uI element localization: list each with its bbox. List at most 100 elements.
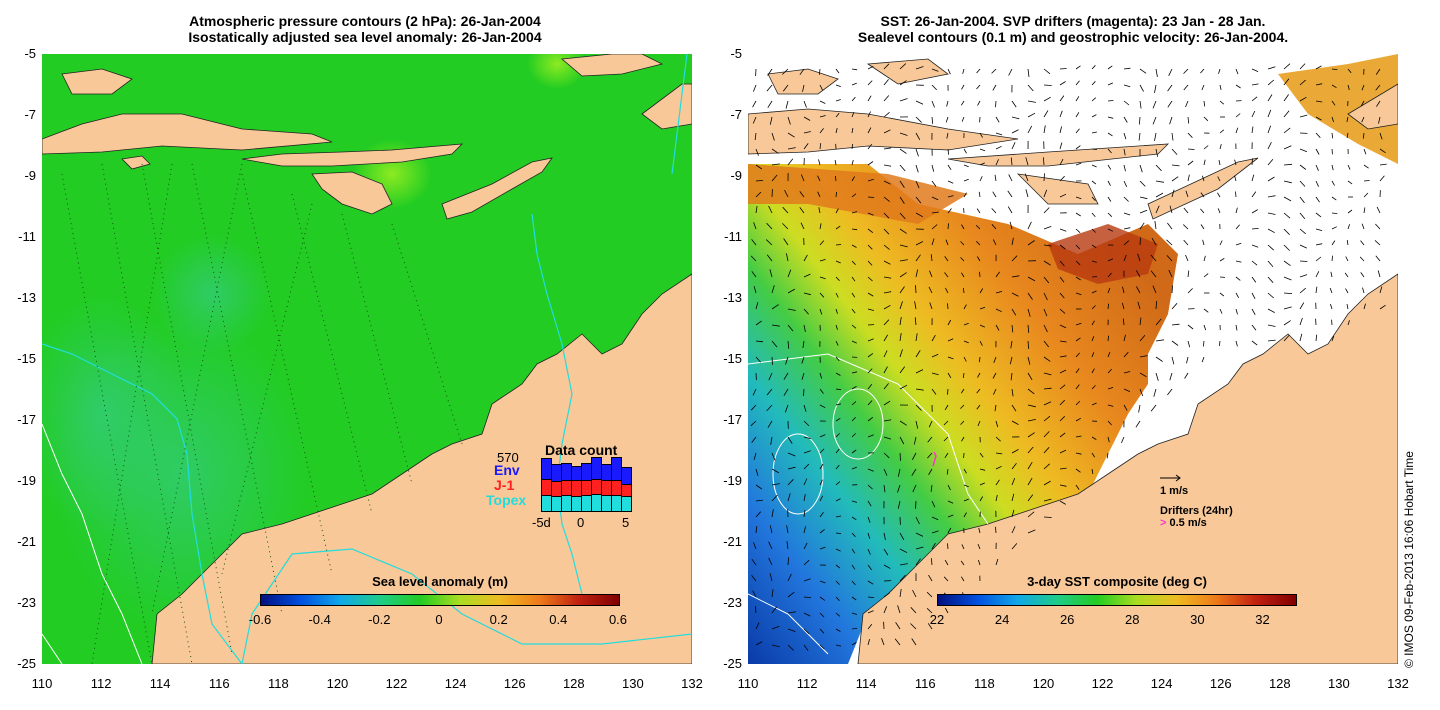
velocity-vector <box>1155 300 1157 310</box>
velocity-vector <box>1283 78 1290 86</box>
velocity-vector <box>1235 242 1242 246</box>
velocity-vector <box>899 563 908 566</box>
velocity-vector <box>1379 132 1383 140</box>
velocity-vector <box>1363 192 1369 198</box>
velocity-vector <box>755 302 759 310</box>
velocity-vector <box>883 79 889 86</box>
right-title-line1: SST: 26-Jan-2004. SVP drifters (magenta)… <box>880 13 1266 29</box>
velocity-vector <box>1251 110 1256 118</box>
velocity-vector <box>755 641 763 646</box>
velocity-vector <box>1235 340 1238 347</box>
velocity-vector <box>835 596 840 601</box>
velocity-vector <box>899 244 908 248</box>
velocity-vector <box>944 559 949 566</box>
velocity-vector <box>1075 260 1081 266</box>
velocity-vector <box>883 95 890 102</box>
velocity-vector <box>751 436 757 443</box>
velocity-vector <box>1200 192 1205 198</box>
velocity-vector <box>1171 356 1175 365</box>
velocity-vector <box>1011 292 1019 297</box>
velocity-vector <box>1299 148 1308 153</box>
left-map-title: Atmospheric pressure contours (2 hPa): 2… <box>40 13 690 45</box>
velocity-vector <box>883 334 889 342</box>
velocity-vector <box>1331 226 1337 230</box>
velocity-vector <box>1315 83 1323 86</box>
velocity-vector <box>1091 402 1097 406</box>
velocity-vector <box>1377 270 1381 278</box>
velocity-vector <box>751 558 757 566</box>
lat-tick-label: -25 <box>17 656 36 671</box>
lat-tick-label: -25 <box>723 656 742 671</box>
datacount-bar-env <box>571 465 582 481</box>
velocity-vector <box>819 240 825 246</box>
velocity-vector <box>977 420 981 427</box>
velocity-vector <box>927 436 933 443</box>
velocity-vector <box>1218 160 1221 166</box>
velocity-vector <box>947 303 949 310</box>
velocity-vector <box>1011 142 1016 150</box>
velocity-vector <box>947 68 951 75</box>
velocity-vector <box>931 542 936 550</box>
velocity-vector <box>1075 368 1080 374</box>
velocity-vector <box>851 580 856 586</box>
velocity-vector <box>1043 260 1051 266</box>
velocity-vector <box>1235 191 1237 198</box>
velocity-vector <box>1010 340 1013 349</box>
velocity-vector <box>1075 196 1082 200</box>
velocity-vector <box>818 207 821 214</box>
velocity-vector <box>834 159 837 166</box>
velocity-vector <box>1107 436 1110 443</box>
velocity-vector <box>1187 340 1191 348</box>
sea-level-map-svg <box>42 54 692 664</box>
velocity-vector <box>947 208 952 214</box>
velocity-vector <box>1011 324 1014 333</box>
velocity-vector <box>867 516 871 523</box>
velocity-vector <box>782 68 789 75</box>
velocity-vector <box>1059 228 1067 232</box>
velocity-vector <box>1059 384 1066 390</box>
lat-tick-label: -9 <box>730 168 742 183</box>
colorbar-tick-label: 0.2 <box>489 612 508 627</box>
velocity-vector <box>755 148 759 156</box>
velocity-vector <box>1091 244 1097 249</box>
velocity-vector <box>766 388 773 396</box>
velocity-vector <box>771 494 778 502</box>
velocity-vector <box>835 388 842 391</box>
velocity-vector <box>1091 131 1097 134</box>
velocity-vector <box>1059 110 1063 118</box>
velocity-vector <box>1043 463 1050 470</box>
velocity-vector <box>897 468 901 477</box>
velocity-vector <box>1171 176 1179 182</box>
velocity-vector <box>753 542 757 550</box>
datacount-bar-env <box>551 464 562 482</box>
velocity-vector <box>1075 65 1081 70</box>
velocity-vector <box>819 259 826 262</box>
velocity-vector <box>1201 356 1205 363</box>
velocity-vector <box>883 366 888 374</box>
velocity-vector <box>1331 132 1334 139</box>
velocity-vector <box>1011 388 1014 397</box>
velocity-vector <box>915 369 924 374</box>
velocity-vector <box>867 178 874 182</box>
datacount-bar-j1 <box>591 477 602 496</box>
velocity-vector <box>1107 148 1112 154</box>
velocity-vector <box>1027 477 1033 486</box>
velocity-vector <box>899 80 907 86</box>
velocity-vector <box>1283 94 1289 102</box>
datacount-bar-j1 <box>561 478 572 497</box>
velocity-vector <box>1219 144 1222 150</box>
velocity-vector <box>1315 132 1321 138</box>
velocity-vector <box>785 356 789 365</box>
velocity-vector <box>1187 288 1193 294</box>
velocity-vector <box>1267 94 1273 102</box>
velocity-vector <box>1219 258 1225 262</box>
velocity-vector <box>883 305 891 310</box>
velocity-vector <box>976 388 981 394</box>
velocity-vector <box>1137 253 1141 262</box>
velocity-vector <box>943 436 949 442</box>
velocity-vector <box>783 372 789 380</box>
velocity-vector <box>912 484 917 493</box>
velocity-vector <box>1010 157 1013 166</box>
velocity-vector <box>1267 260 1274 268</box>
lon-tick-label: 120 <box>1032 676 1055 691</box>
